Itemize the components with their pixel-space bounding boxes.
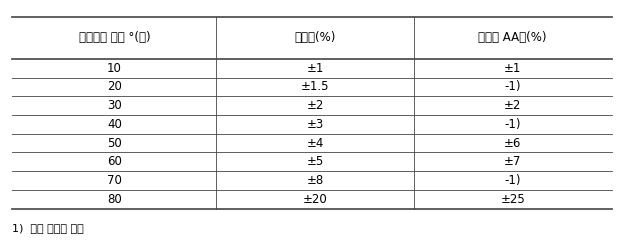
Text: ±5: ±5 <box>306 155 324 168</box>
Text: ±2: ±2 <box>504 99 522 112</box>
Text: ±4: ±4 <box>306 137 324 150</box>
Text: -1): -1) <box>504 174 521 187</box>
Text: 70: 70 <box>107 174 122 187</box>
Text: ±6: ±6 <box>504 137 522 150</box>
Text: ±7: ±7 <box>504 155 522 168</box>
Text: 일반형 AA급(%): 일반형 AA급(%) <box>479 31 547 44</box>
Text: 정밀급(%): 정밀급(%) <box>295 31 336 44</box>
Text: ±1: ±1 <box>306 62 324 75</box>
Text: ±1: ±1 <box>504 62 522 75</box>
Text: -1): -1) <box>504 118 521 131</box>
Text: ±3: ±3 <box>306 118 324 131</box>
Text: 40: 40 <box>107 118 122 131</box>
Text: ±20: ±20 <box>303 193 328 206</box>
Text: ±25: ±25 <box>500 193 525 206</box>
Text: 50: 50 <box>107 137 122 150</box>
Text: 1)  해당 기준값 없음: 1) 해당 기준값 없음 <box>12 223 84 233</box>
Text: ±1.5: ±1.5 <box>301 80 329 93</box>
Text: ±2: ±2 <box>306 99 324 112</box>
Text: 10: 10 <box>107 62 122 75</box>
Text: 20: 20 <box>107 80 122 93</box>
Text: 60: 60 <box>107 155 122 168</box>
Text: 경사입사 각도 °(도): 경사입사 각도 °(도) <box>79 31 150 44</box>
Text: ±8: ±8 <box>306 174 324 187</box>
Text: -1): -1) <box>504 80 521 93</box>
Text: 80: 80 <box>107 193 122 206</box>
Text: 30: 30 <box>107 99 122 112</box>
